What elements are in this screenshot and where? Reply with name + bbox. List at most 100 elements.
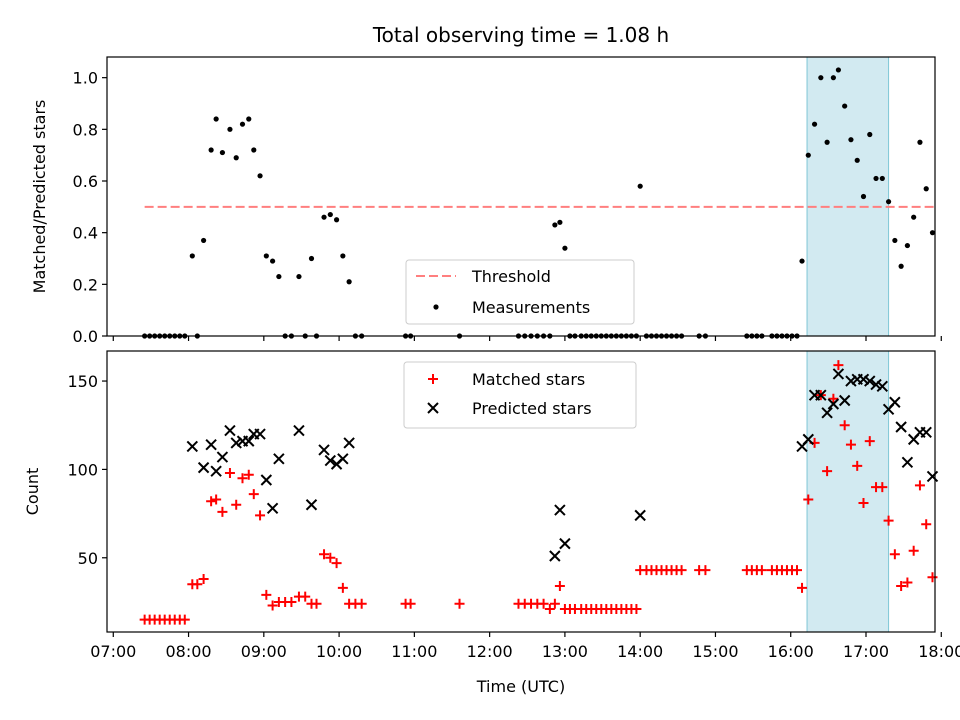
matched-star-point [405,598,416,609]
measurement-point [929,230,936,236]
predicted-star-point [832,368,845,380]
matched-star-point [300,591,311,602]
bottom-y-axis-label: Count [23,468,42,516]
matched-star-point [877,482,888,493]
x-tick-label: 15:00 [692,642,738,661]
measurement-point [904,242,911,249]
matched-star-point [319,549,330,560]
matched-star-point [286,596,297,607]
predicted-star-point [337,453,349,465]
matched-star-point [237,473,248,484]
y-tick-label: 1.0 [73,69,98,88]
predicted-star-point [559,537,571,550]
y-tick-label: 0.2 [73,275,98,294]
measurement-point [321,214,327,220]
x-axis-label: Time (UTC) [476,677,565,696]
bottom-axes: 50 100 150 07:00 08:00 09:00 10:00 11:00 12:00 13… [67,350,960,661]
predicted-star-point [821,407,833,419]
predicted-star-point [838,394,851,407]
matched-star-point [311,598,322,609]
matched-star-point [883,515,894,526]
matched-star-point [676,565,687,576]
x-tick-label: 13:00 [542,642,588,661]
matched-star-point [797,582,808,593]
legend-predicted-swatch [427,402,439,414]
measurement-point [233,155,239,161]
measurement-point [213,116,219,122]
y-tick-label: 0.8 [73,120,98,139]
top-axes: 0.0 0.2 0.4 0.6 0.8 1.0 [73,56,942,346]
measurement-point [824,139,830,145]
x-tick-label: 09:00 [241,642,287,661]
legend-threshold-label: Threshold [471,267,551,286]
top-highlight-span [806,56,890,337]
measurement-point [830,75,836,81]
measurement-point [296,273,302,280]
legend-matched-swatch [428,374,438,384]
measurement-point [340,253,346,259]
predicted-star-point [260,474,273,486]
matched-star-point [198,573,209,584]
matched-star-point [356,598,367,609]
matched-star-point [267,600,278,611]
axes-frame [106,350,936,633]
x-tick-label: 08:00 [165,642,211,661]
legend-predicted-label: Predicted stars [472,399,592,418]
predicted-star-point [815,389,827,401]
x-tick-label: 11:00 [391,642,437,661]
x-tick-label: 10:00 [316,642,362,661]
matched-star-point [211,494,222,505]
predicted-star-point [634,509,646,522]
predicted-star-point [205,438,217,451]
matched-star-point [549,598,560,609]
predicted-star-point [324,454,337,467]
measurement-point [227,126,233,132]
matched-star-point [631,604,642,615]
matched-star-point [231,499,242,510]
matched-star-point [908,545,919,556]
axes-frame [106,56,936,337]
x-tick-label: 14:00 [617,642,663,661]
measurement-point [799,258,805,264]
legend-box [403,361,637,429]
measurement-point [917,139,923,145]
predicted-star-point [186,440,199,453]
measurement-point [911,214,917,220]
measurement-point [251,147,257,153]
predicted-star-point [293,424,305,437]
top-panel: Total observing time = 1.08 h Matched/Pr… [30,23,942,346]
measurement-point [333,217,340,223]
measurement-point [562,245,568,251]
matched-star-point [179,614,190,625]
y-tick-label: 0.0 [73,327,98,346]
matched-star-point [896,581,907,592]
measurement-point [552,222,558,228]
matched-star-point [554,581,565,592]
bottom-panel: Time (UTC) Count 50 100 150 07:00 08:00 09:00… [23,350,960,696]
predicted-star-point [210,465,222,477]
matched-star-point [927,572,938,583]
predicted-star-point [864,375,876,387]
matched-star-point [325,552,336,563]
y-tick-label: 0.4 [73,224,98,243]
x-tick-label: 07:00 [90,642,136,661]
predicted-star-point [243,435,255,447]
measurement-point [892,237,898,244]
matched-star-point [889,549,900,560]
predicted-star-point [224,424,236,437]
measurement-point [327,211,333,218]
matched-star-point [206,496,217,507]
matched-star-point [337,582,348,593]
measurement-point [257,173,263,179]
y-tick-label: 150 [67,372,98,391]
measurement-point [842,103,848,109]
predicted-star-point [827,398,840,410]
matched-star-point [839,420,850,431]
matched-star-point [261,589,272,600]
matched-star-point [828,393,839,404]
y-tick-label: 100 [67,460,98,479]
measurement-point [860,193,867,200]
measurement-point [246,116,252,122]
measurement-point [219,149,226,156]
